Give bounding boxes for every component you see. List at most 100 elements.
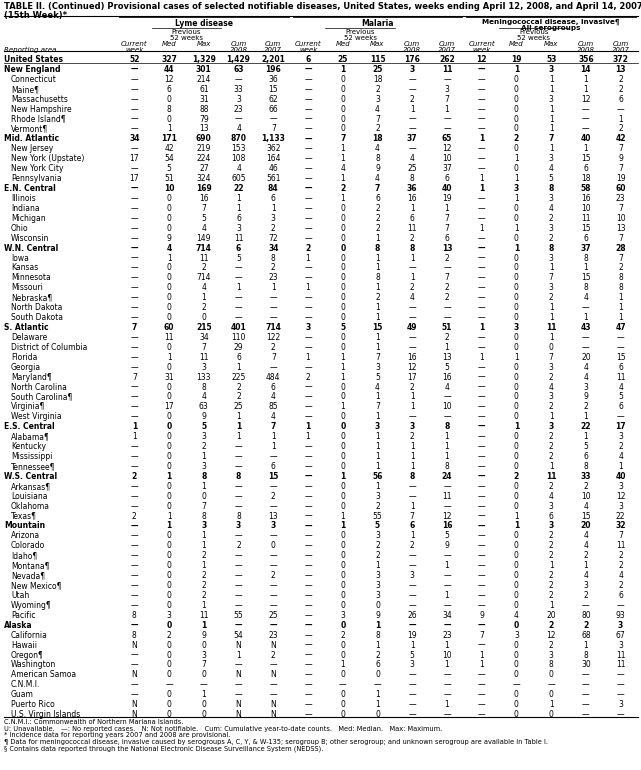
Text: 7: 7	[271, 353, 276, 362]
Text: 301: 301	[196, 65, 212, 74]
Text: —: —	[408, 343, 416, 352]
Text: 5: 5	[201, 422, 206, 431]
Text: 324: 324	[197, 174, 211, 183]
Text: 9: 9	[167, 233, 172, 243]
Text: 1: 1	[375, 621, 380, 630]
Text: —: —	[478, 482, 485, 490]
Text: New Mexico¶: New Mexico¶	[11, 581, 62, 590]
Text: 0: 0	[514, 700, 519, 709]
Text: 9: 9	[375, 164, 380, 173]
Text: 153: 153	[231, 144, 246, 153]
Text: 1: 1	[410, 641, 415, 650]
Text: —: —	[269, 303, 277, 312]
Text: 9: 9	[618, 154, 623, 163]
Text: 3: 3	[410, 422, 415, 431]
Text: —: —	[200, 681, 208, 689]
Text: 17: 17	[408, 373, 417, 382]
Text: —: —	[304, 363, 312, 372]
Text: 0: 0	[167, 303, 172, 312]
Text: 15: 15	[616, 353, 626, 362]
Text: 1: 1	[410, 273, 415, 283]
Text: 3: 3	[618, 501, 623, 511]
Text: 484: 484	[266, 373, 281, 382]
Text: 11: 11	[199, 253, 208, 263]
Text: 63: 63	[199, 403, 209, 411]
Text: 0: 0	[514, 95, 519, 104]
Text: American Samoa: American Samoa	[11, 671, 76, 679]
Text: —: —	[478, 303, 485, 312]
Text: 5: 5	[375, 373, 380, 382]
Text: 4: 4	[271, 393, 276, 401]
Text: 3: 3	[549, 521, 554, 531]
Text: 1: 1	[340, 403, 345, 411]
Text: —: —	[408, 75, 416, 84]
Text: 1: 1	[167, 511, 172, 521]
Text: —: —	[478, 442, 485, 451]
Text: 0: 0	[514, 393, 519, 401]
Text: 6: 6	[549, 511, 554, 521]
Text: 2: 2	[375, 501, 380, 511]
Text: 1: 1	[549, 85, 554, 94]
Text: 17: 17	[615, 422, 626, 431]
Text: 2: 2	[375, 551, 380, 561]
Text: E.S. Central: E.S. Central	[4, 422, 54, 431]
Text: —: —	[408, 85, 416, 94]
Text: 0: 0	[340, 243, 345, 253]
Text: 3: 3	[375, 422, 380, 431]
Text: All serogroups: All serogroups	[521, 25, 581, 31]
Text: 6: 6	[167, 85, 172, 94]
Text: —: —	[408, 313, 416, 322]
Text: 0: 0	[167, 551, 172, 561]
Text: 19: 19	[511, 55, 522, 64]
Text: 0: 0	[340, 710, 345, 719]
Text: 2: 2	[236, 393, 241, 401]
Text: 4: 4	[236, 164, 241, 173]
Text: 2: 2	[271, 492, 276, 501]
Text: 4: 4	[618, 571, 623, 580]
Text: 20: 20	[581, 521, 591, 531]
Text: 1: 1	[619, 115, 623, 123]
Text: 1: 1	[549, 303, 554, 312]
Text: —: —	[304, 700, 312, 709]
Text: 1: 1	[445, 442, 449, 451]
Text: 2: 2	[201, 263, 206, 273]
Text: 44: 44	[164, 65, 174, 74]
Text: 0: 0	[340, 432, 345, 441]
Text: 1: 1	[619, 303, 623, 312]
Text: —: —	[478, 293, 485, 302]
Text: 68: 68	[581, 631, 591, 640]
Text: 52 weeks: 52 weeks	[517, 35, 551, 42]
Text: 176: 176	[404, 55, 420, 64]
Text: 52: 52	[129, 55, 140, 64]
Text: New Jersey: New Jersey	[11, 144, 53, 153]
Text: N: N	[271, 710, 276, 719]
Text: —: —	[131, 144, 138, 153]
Text: 3: 3	[167, 611, 172, 620]
Text: 1: 1	[167, 353, 172, 362]
Text: 19: 19	[408, 631, 417, 640]
Text: —: —	[478, 105, 485, 114]
Text: 0: 0	[514, 541, 519, 551]
Text: 171: 171	[161, 135, 177, 143]
Text: 0: 0	[167, 204, 172, 213]
Text: 0: 0	[340, 214, 345, 223]
Text: Kansas: Kansas	[11, 263, 38, 273]
Text: 6: 6	[444, 174, 449, 183]
Text: 1: 1	[549, 333, 554, 342]
Text: 7: 7	[375, 115, 380, 123]
Text: —: —	[131, 581, 138, 590]
Text: N: N	[131, 641, 137, 650]
Text: —: —	[131, 561, 138, 571]
Text: 1: 1	[549, 561, 554, 571]
Text: 4: 4	[583, 501, 588, 511]
Text: 0: 0	[340, 273, 345, 283]
Text: —: —	[478, 571, 485, 580]
Text: —: —	[269, 581, 277, 590]
Text: —: —	[165, 681, 173, 689]
Text: 8: 8	[132, 611, 137, 620]
Text: —: —	[304, 383, 312, 391]
Text: 0: 0	[167, 561, 172, 571]
Text: 0: 0	[201, 492, 206, 501]
Text: 1: 1	[445, 700, 449, 709]
Text: 4: 4	[375, 174, 380, 183]
